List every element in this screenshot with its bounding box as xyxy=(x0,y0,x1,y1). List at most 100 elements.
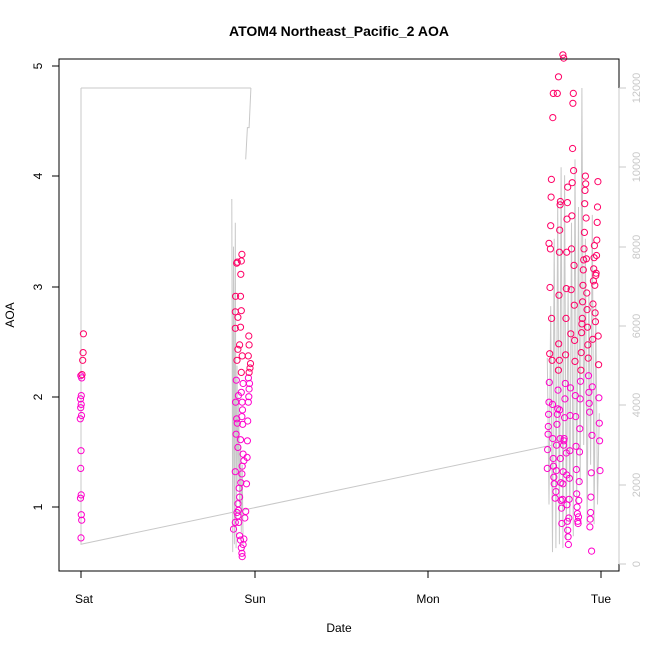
data-point xyxy=(79,330,88,338)
data-point xyxy=(594,178,602,186)
data-point xyxy=(569,89,577,98)
data-point xyxy=(568,179,576,187)
data-point xyxy=(555,356,564,364)
data-point xyxy=(588,431,596,439)
data-point xyxy=(76,415,84,423)
data-point xyxy=(563,215,571,223)
data-point xyxy=(234,443,242,451)
data-point xyxy=(236,323,245,331)
x-tick-label: Tue xyxy=(591,592,612,606)
data-point xyxy=(585,388,593,396)
data-point xyxy=(559,480,567,488)
data-point xyxy=(585,399,593,407)
data-point xyxy=(591,318,600,326)
data-point xyxy=(242,480,251,488)
data-point xyxy=(556,197,565,206)
data-point xyxy=(236,292,245,300)
data-point xyxy=(76,494,85,502)
data-point xyxy=(592,251,601,260)
data-point xyxy=(581,172,590,180)
data-point xyxy=(593,203,602,211)
data-point xyxy=(595,394,603,402)
data-point xyxy=(549,435,557,443)
data-point xyxy=(591,281,599,289)
data-point xyxy=(238,549,246,557)
data-point xyxy=(560,435,568,443)
data-point xyxy=(577,349,585,357)
data-point xyxy=(77,534,85,542)
data-point xyxy=(571,357,579,365)
data-point xyxy=(589,300,597,308)
data-point xyxy=(561,379,569,388)
data-point xyxy=(78,374,86,382)
data-point xyxy=(561,395,569,403)
data-point xyxy=(583,323,592,331)
y2-tick-label: 8000 xyxy=(631,235,643,259)
data-point xyxy=(548,356,556,364)
data-point xyxy=(78,371,86,379)
data-point xyxy=(557,504,566,512)
data-point xyxy=(234,345,242,353)
data-point xyxy=(580,245,588,253)
data-point xyxy=(547,193,555,201)
data-point xyxy=(556,201,564,209)
data-point xyxy=(566,384,575,392)
data-point xyxy=(555,248,564,256)
data-point xyxy=(590,254,598,262)
data-point xyxy=(231,324,239,332)
data-point xyxy=(573,490,581,498)
data-point xyxy=(77,491,85,499)
data-point xyxy=(543,464,551,472)
data-point xyxy=(574,513,583,521)
data-point xyxy=(232,376,240,384)
data-point xyxy=(245,393,253,401)
data-point xyxy=(595,361,603,369)
data-point xyxy=(237,270,245,278)
data-point xyxy=(579,266,587,274)
data-point xyxy=(244,417,252,425)
data-point xyxy=(593,218,601,226)
x-tick-label: Sat xyxy=(75,592,94,606)
data-point xyxy=(545,378,553,386)
data-point xyxy=(556,435,564,443)
data-point xyxy=(236,436,245,444)
data-point xyxy=(241,514,249,522)
data-point xyxy=(554,366,563,374)
data-point xyxy=(231,468,239,476)
data-point xyxy=(553,420,561,428)
data-point xyxy=(565,474,574,482)
data-point xyxy=(576,395,584,403)
data-point xyxy=(240,535,248,543)
data-point xyxy=(596,437,604,445)
data-point xyxy=(560,54,568,62)
data-point xyxy=(553,441,561,449)
data-point xyxy=(584,341,592,349)
data-point xyxy=(246,360,255,368)
data-point xyxy=(576,377,585,385)
data-point xyxy=(587,508,595,517)
points-layer xyxy=(76,51,604,561)
data-point xyxy=(588,383,596,391)
y-tick-label: 2 xyxy=(31,393,45,400)
data-point xyxy=(232,292,240,300)
data-point xyxy=(584,372,593,380)
data-point xyxy=(565,514,573,522)
data-point xyxy=(575,448,584,456)
data-point xyxy=(237,388,245,396)
data-point xyxy=(545,398,553,406)
data-point xyxy=(562,314,570,322)
data-point xyxy=(245,332,253,340)
data-point xyxy=(594,332,602,340)
data-point xyxy=(242,507,250,515)
data-point xyxy=(586,523,594,531)
data-point xyxy=(584,354,592,362)
data-point xyxy=(571,392,579,400)
y-tick-label: 5 xyxy=(31,62,45,69)
data-point xyxy=(243,437,251,445)
data-point xyxy=(567,245,576,253)
data-point xyxy=(570,261,578,269)
data-point xyxy=(578,314,586,322)
aux-line-segment xyxy=(231,198,244,553)
y2-tick-label: 0 xyxy=(631,561,643,567)
